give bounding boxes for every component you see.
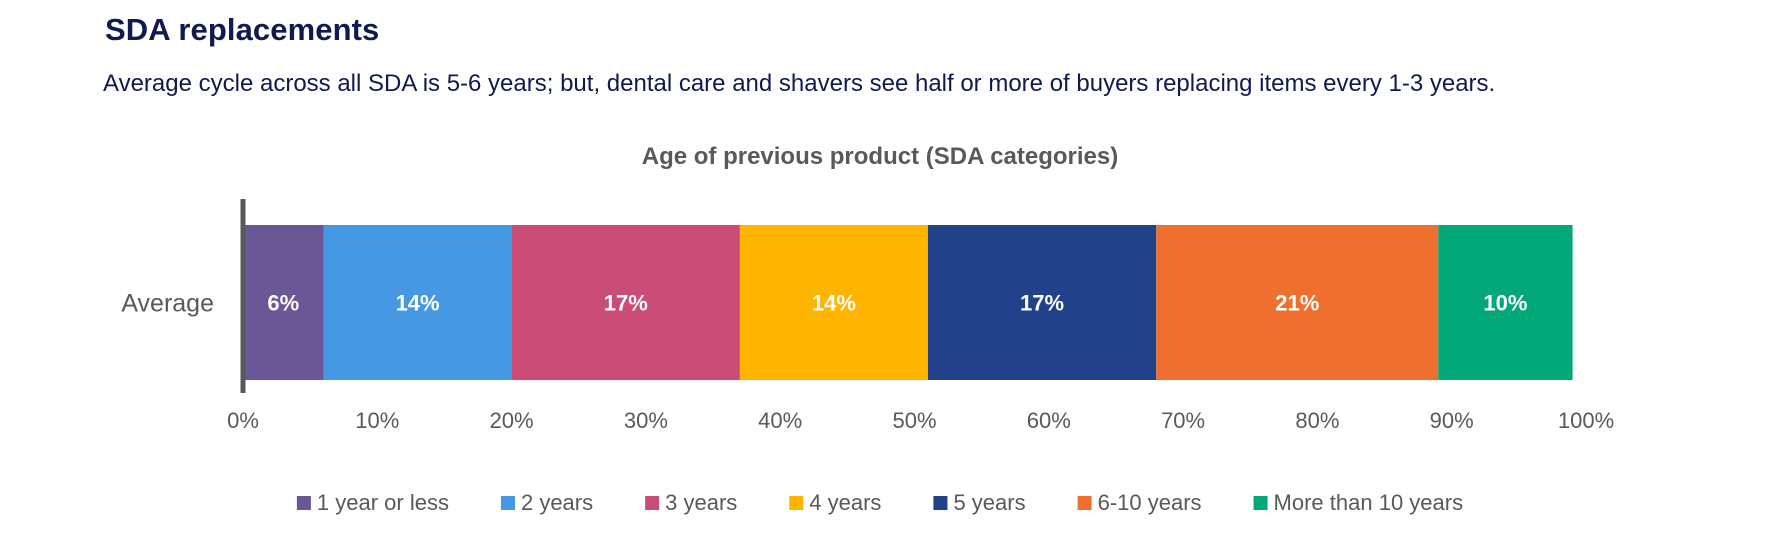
bar-labels-group: 6% 14% 17% 14% 17% 21% 10% bbox=[267, 291, 1527, 316]
x-tick-label: 80% bbox=[1295, 408, 1339, 433]
legend-item: 1 year or less bbox=[296, 490, 449, 515]
bar-data-label: 14% bbox=[396, 291, 440, 316]
x-tick-label: 60% bbox=[1027, 408, 1071, 433]
bar-segment bbox=[739, 225, 928, 380]
bar-data-label: 10% bbox=[1483, 291, 1527, 316]
bar-data-label: 17% bbox=[1020, 291, 1064, 316]
bar-data-label: 6% bbox=[267, 291, 299, 316]
category-label: Average bbox=[121, 290, 214, 318]
legend-label: 5 years bbox=[953, 490, 1025, 515]
legend-swatch bbox=[1253, 496, 1268, 510]
legend-item: 6-10 years bbox=[1077, 490, 1202, 515]
x-axis: 0% 10% 20% 30% 40% 50% 60% 70% 80% 90% 100% bbox=[227, 199, 1614, 433]
bar-segment bbox=[243, 225, 324, 380]
legend-swatch bbox=[645, 496, 660, 510]
bar-segment bbox=[323, 225, 512, 380]
x-tick-label: 90% bbox=[1430, 408, 1474, 433]
legend: 1 year or less 2 years 3 years 4 years 5 yea… bbox=[296, 490, 1464, 515]
x-tick-label: 70% bbox=[1161, 408, 1205, 433]
chart-title: Age of previous product (SDA categories) bbox=[642, 143, 1119, 170]
legend-swatch bbox=[500, 496, 515, 510]
x-tick-label: 100% bbox=[1558, 408, 1614, 433]
legend-item: 4 years bbox=[789, 490, 881, 515]
bar-segment bbox=[511, 225, 740, 380]
x-tick-label: 30% bbox=[624, 408, 668, 433]
bar-data-label: 14% bbox=[812, 291, 856, 316]
legend-label: 1 year or less bbox=[317, 490, 449, 515]
bar-data-label: 21% bbox=[1275, 291, 1319, 316]
legend-item: 5 years bbox=[933, 490, 1026, 515]
legend-swatch bbox=[933, 496, 948, 510]
legend-label: More than 10 years bbox=[1274, 490, 1464, 515]
page-title: SDA replacements bbox=[105, 12, 380, 47]
legend-label: 3 years bbox=[665, 490, 737, 515]
legend-item: 2 years bbox=[500, 490, 593, 515]
x-tick-label: 40% bbox=[758, 408, 802, 433]
bar-segment bbox=[1156, 225, 1439, 380]
legend-label: 6-10 years bbox=[1098, 490, 1202, 515]
x-tick-label: 10% bbox=[355, 408, 399, 433]
x-tick-label: 20% bbox=[490, 408, 534, 433]
page-subtitle: Average cycle across all SDA is 5-6 year… bbox=[103, 70, 1496, 97]
legend-label: 4 years bbox=[809, 490, 881, 515]
bar-segment bbox=[927, 225, 1157, 380]
legend-swatch bbox=[296, 496, 311, 510]
bar-segment bbox=[1438, 225, 1573, 380]
x-tick-label: 50% bbox=[892, 408, 936, 433]
bar-data-label: 17% bbox=[604, 291, 648, 316]
legend-swatch bbox=[1077, 496, 1092, 510]
legend-item: More than 10 years bbox=[1253, 490, 1464, 515]
legend-label: 2 years bbox=[521, 490, 593, 515]
legend-swatch bbox=[789, 496, 804, 510]
legend-item: 3 years bbox=[645, 490, 737, 515]
x-tick-label: 0% bbox=[227, 408, 259, 433]
bars-group bbox=[243, 225, 1573, 380]
category-labels-group: Average bbox=[121, 290, 214, 318]
